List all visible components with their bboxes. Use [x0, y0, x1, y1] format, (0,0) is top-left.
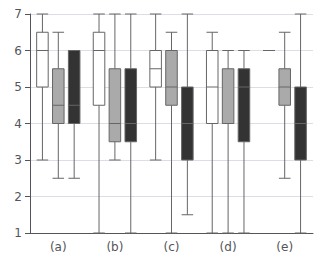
svg-text:4: 4: [14, 117, 22, 131]
svg-text:2: 2: [14, 190, 22, 204]
svg-text:1: 1: [14, 226, 22, 240]
svg-text:(a): (a): [50, 240, 67, 254]
svg-text:(e): (e): [276, 240, 293, 254]
svg-text:7: 7: [14, 7, 22, 21]
svg-text:(b): (b): [106, 240, 123, 254]
svg-text:(c): (c): [164, 240, 180, 254]
svg-text:5: 5: [14, 80, 22, 94]
svg-text:(d): (d): [220, 240, 237, 254]
svg-text:3: 3: [14, 153, 22, 167]
svg-text:6: 6: [14, 44, 22, 58]
